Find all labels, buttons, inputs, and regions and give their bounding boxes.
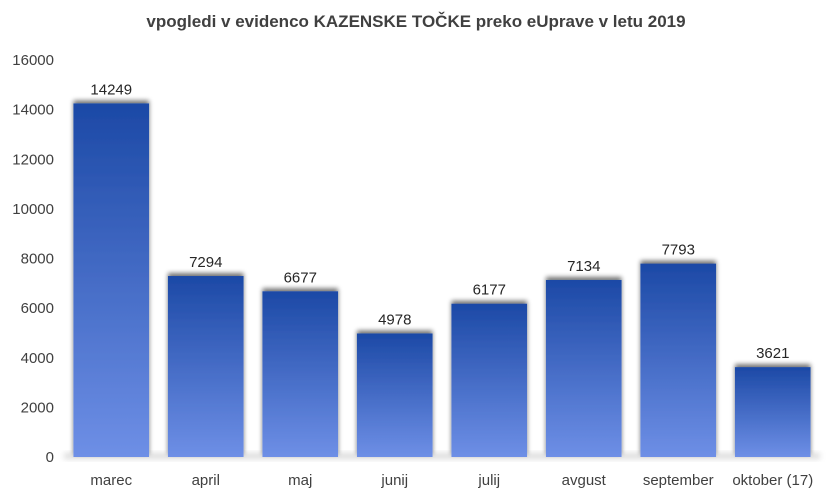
x-category-label: oktober (17): [732, 472, 813, 489]
y-tick-label: 12000: [12, 151, 54, 168]
x-category-label: maj: [288, 472, 312, 489]
x-category-label: marec: [90, 472, 132, 489]
data-label: 3621: [756, 345, 789, 362]
bar-6: [640, 263, 717, 457]
bar-3: [356, 333, 433, 457]
bar-4: [451, 303, 528, 457]
x-category-label: april: [192, 472, 220, 489]
baseline-shadow: [64, 453, 820, 459]
bar-0: [73, 103, 150, 457]
data-label: 14249: [90, 81, 132, 98]
data-label: 7294: [189, 254, 222, 271]
y-tick-label: 14000: [12, 102, 54, 119]
data-label: 4978: [378, 311, 411, 328]
y-tick-label: 2000: [21, 399, 54, 416]
bar-2: [262, 291, 339, 457]
chart-title: vpogledi v evidenco KAZENSKE TOČKE preko…: [146, 12, 686, 31]
y-tick-label: 8000: [21, 251, 54, 268]
x-category-label: julij: [477, 472, 500, 489]
data-label: 6177: [473, 282, 506, 299]
data-label: 6677: [284, 269, 317, 286]
y-tick-label: 16000: [12, 52, 54, 69]
y-tick-label: 6000: [21, 300, 54, 317]
x-category-label: avgust: [562, 472, 607, 489]
bar-1: [167, 276, 244, 457]
bar-7: [734, 367, 811, 457]
bar-5: [545, 279, 622, 457]
y-tick-label: 4000: [21, 350, 54, 367]
y-tick-label: 0: [46, 449, 54, 466]
data-label: 7134: [567, 258, 600, 275]
x-category-label: junij: [380, 472, 408, 489]
data-label: 7793: [662, 242, 695, 259]
x-category-label: september: [643, 472, 714, 489]
y-tick-label: 10000: [12, 201, 54, 218]
